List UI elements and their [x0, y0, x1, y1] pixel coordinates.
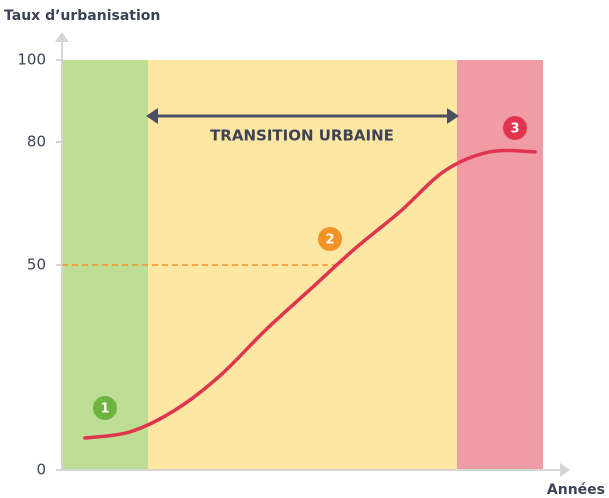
transition-label: TRANSITION URBAINE — [210, 127, 394, 145]
step-marker — [318, 227, 342, 251]
x-axis-arrow — [560, 463, 570, 477]
zone-urban — [457, 60, 543, 470]
step-marker — [93, 396, 117, 420]
y-tick-label: 50 — [27, 256, 46, 274]
step-marker — [503, 116, 527, 140]
arrow-head-right — [447, 108, 459, 124]
arrow-head-left — [146, 108, 158, 124]
y-tick-label: 80 — [27, 133, 46, 151]
step-number: 3 — [510, 122, 519, 137]
curve — [83, 148, 537, 440]
y-tick-label: 0 — [36, 461, 46, 479]
y-axis-arrow — [55, 32, 69, 42]
step-number: 1 — [100, 402, 109, 417]
x-axis-label: Années — [547, 482, 605, 498]
y-tick-label: 100 — [17, 51, 46, 69]
step-number: 2 — [325, 233, 334, 248]
y-axis-label: Taux d’urbanisation — [4, 8, 160, 24]
